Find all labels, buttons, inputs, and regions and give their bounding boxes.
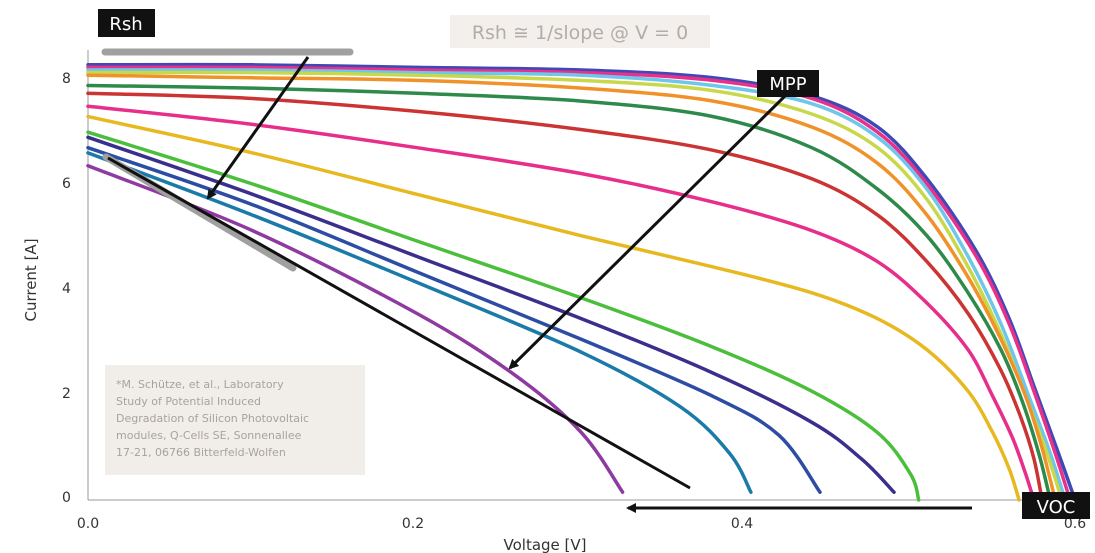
mpp-arrow	[508, 94, 787, 370]
citation-line: modules, Q-Cells SE, Sonnenallee	[116, 429, 302, 442]
y-axis-title: Current [A]	[22, 238, 40, 321]
x-tick-label: 0.6	[1064, 516, 1086, 532]
y-tick-label: 2	[62, 386, 71, 402]
iv-curve-series-13	[86, 151, 753, 494]
rsh-label-box	[98, 9, 155, 37]
x-tick-label: 0.0	[77, 516, 99, 532]
iv-curve-series-8	[86, 104, 1036, 502]
formula-annotation: Rsh ≅ 1/slope @ V = 0	[472, 22, 688, 44]
iv-curve-series-5	[86, 73, 1058, 502]
iv-curve-series-3	[86, 68, 1067, 502]
mpp-label: MPP	[769, 74, 806, 95]
mpp-label-box	[757, 70, 819, 97]
iv-curve-series-7	[86, 91, 1044, 502]
slope-line	[107, 156, 691, 490]
citation-line: *M. Schütze, et al., Laboratory	[116, 378, 284, 391]
iv-curve-series-11	[86, 135, 896, 494]
citation-line: Degradation of Silicon Photovoltaic	[116, 412, 309, 425]
rsh-arrow	[206, 56, 310, 200]
iv-curve-series-2	[86, 65, 1072, 502]
x-tick-label: 0.4	[731, 516, 753, 532]
y-tick-label: 6	[62, 176, 71, 192]
voc-label: VOC	[1037, 497, 1076, 518]
formula-box	[450, 15, 710, 48]
y-tick-label: 0	[62, 490, 71, 506]
series-group	[86, 62, 1077, 502]
iv-curve-series-10	[86, 130, 921, 502]
citation-line: Study of Potential Induced	[116, 395, 261, 408]
x-axis-title: Voltage [V]	[504, 536, 587, 553]
citation-line: 17-21, 06766 Bitterfeld-Wolfen	[116, 446, 286, 459]
x-tick-label: 0.2	[402, 516, 424, 532]
citation-box	[105, 365, 365, 475]
iv-curve-series-14	[86, 164, 625, 494]
iv-curve-series-12	[86, 145, 822, 494]
iv-curve-series-6	[86, 83, 1053, 502]
voc-label-box	[1022, 492, 1090, 519]
y-tick-label: 4	[62, 281, 71, 297]
rsh-label: Rsh	[109, 14, 142, 35]
y-tick-label: 8	[62, 71, 71, 87]
iv-curve-series-9	[86, 114, 1021, 502]
